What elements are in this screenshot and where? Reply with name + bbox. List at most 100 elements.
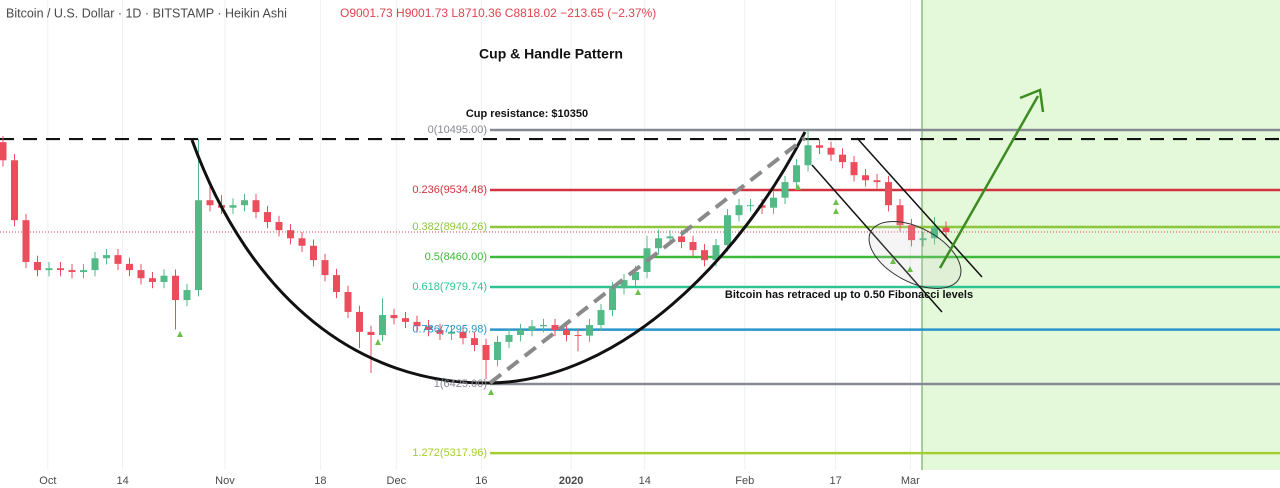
candle-body — [505, 335, 513, 342]
candle-body — [10, 160, 18, 221]
candle-body — [33, 261, 41, 271]
candle-body — [344, 291, 352, 312]
fib-label: 0.236(9534.48) — [412, 184, 487, 196]
grid — [47, 0, 911, 470]
signal-marker — [635, 289, 641, 295]
x-tick-label: 16 — [475, 475, 487, 487]
candle-body — [56, 268, 64, 271]
resistance-note: Cup resistance: $10350 — [466, 108, 588, 120]
candle-body — [850, 162, 858, 176]
signal-marker — [890, 258, 896, 264]
candle-body — [804, 145, 812, 166]
fibonacci-levels — [0, 128, 1280, 455]
candle-body — [425, 326, 433, 331]
x-tick-label: Mar — [901, 475, 920, 487]
chart-title: Cup & Handle Pattern — [479, 46, 623, 62]
signal-marker — [907, 266, 913, 272]
candle-body — [148, 278, 156, 282]
candle-body — [68, 270, 76, 272]
fib-label: 1.272(5317.96) — [412, 447, 487, 459]
signal-markers — [177, 184, 913, 395]
x-tick-label: 2020 — [559, 475, 583, 487]
candle-body — [574, 335, 582, 337]
candle-body — [620, 280, 628, 289]
candle-body — [171, 275, 179, 301]
candle-body — [942, 227, 950, 233]
candle-body — [229, 205, 237, 208]
candle-body — [517, 330, 525, 336]
fib-label: 1(6425.00) — [434, 378, 487, 390]
candle-body — [471, 338, 479, 345]
x-tick-label: Nov — [215, 475, 235, 487]
candle-body — [459, 331, 467, 339]
candle-body — [597, 310, 605, 326]
candle-body — [367, 331, 375, 336]
candle-body — [125, 263, 133, 271]
candle-body — [275, 222, 283, 231]
candle-body — [781, 182, 789, 198]
ohlc-header: O9001.73 H9001.73 L8710.36 C8818.02 −213… — [340, 6, 656, 20]
candle-body — [735, 205, 743, 216]
signal-marker — [795, 184, 801, 190]
handle-ellipse — [868, 221, 962, 289]
candle-body — [586, 325, 594, 336]
candle-body — [862, 175, 870, 181]
signal-marker — [833, 199, 839, 205]
candle-body — [678, 236, 686, 243]
candle-body — [908, 225, 916, 241]
x-tick-label: 14 — [116, 475, 128, 487]
candle-body — [896, 205, 904, 226]
candle-body — [79, 270, 87, 272]
candle-body — [356, 311, 364, 332]
candle-body — [183, 290, 191, 301]
candle-body — [770, 197, 778, 208]
candle-body — [91, 258, 99, 271]
candle-body — [379, 315, 387, 336]
candle-body — [194, 200, 202, 291]
candle-body — [252, 200, 260, 213]
signal-marker — [488, 389, 494, 395]
signal-marker — [375, 339, 381, 345]
candle-body — [689, 242, 697, 251]
candle-body — [747, 205, 755, 207]
candle-body — [712, 245, 720, 261]
candle-body — [137, 270, 145, 279]
candle-body — [160, 275, 168, 282]
candle-body — [632, 271, 640, 281]
candles — [0, 129, 950, 380]
candle-body — [827, 147, 835, 155]
channel-lower — [811, 164, 943, 313]
channel-upper — [856, 137, 983, 278]
candle-body — [240, 200, 248, 206]
candle-body — [114, 255, 122, 264]
candle-body — [482, 344, 490, 360]
x-tick-label: Oct — [39, 475, 56, 487]
candle-body — [402, 318, 410, 322]
candle-body — [609, 288, 617, 311]
candle-body — [563, 330, 571, 336]
candle-body — [333, 275, 341, 292]
candle-body — [264, 212, 272, 223]
candle-body — [448, 331, 456, 334]
projection-zone — [922, 0, 1280, 470]
candle-body — [724, 215, 732, 246]
candle-body — [528, 326, 536, 331]
candle-body — [494, 341, 502, 360]
fib-label: 0.618(7979.74) — [412, 281, 487, 293]
symbol-header: Bitcoin / U.S. Dollar · 1D · BITSTAMP · … — [6, 6, 287, 20]
retrace-note: Bitcoin has retraced up to 0.50 Fibonacc… — [725, 289, 973, 301]
candle-body — [436, 330, 444, 334]
x-tick-label: 18 — [314, 475, 326, 487]
candle-body — [298, 238, 306, 246]
candle-body — [413, 321, 421, 327]
candle-body — [666, 236, 674, 239]
candle-body — [45, 268, 53, 271]
candle-body — [321, 260, 329, 276]
candle-body — [287, 230, 295, 239]
candle-body — [22, 220, 30, 262]
candle-body — [551, 325, 559, 331]
fib-label: 0.382(8940.26) — [412, 221, 487, 233]
fib-label: 0.5(8460.00) — [425, 251, 487, 263]
signal-marker — [177, 331, 183, 337]
